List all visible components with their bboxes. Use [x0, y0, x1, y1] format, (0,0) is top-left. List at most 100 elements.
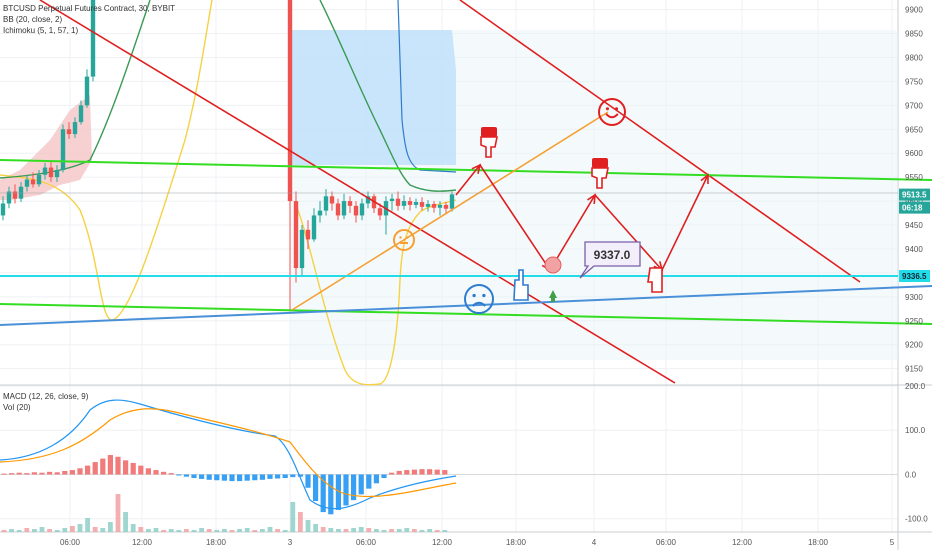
volume-bar	[138, 527, 144, 532]
time-tick-label: 06:00	[356, 538, 377, 547]
price-tick-label: 9650	[905, 125, 923, 134]
last-price-tag-text: 9513.5	[902, 191, 927, 200]
macd-histogram-bar	[396, 470, 402, 475]
level-price-tag-text: 9336.5	[902, 272, 927, 281]
countdown-tag-text: 06:18	[902, 204, 923, 213]
macd-histogram-bar	[419, 469, 425, 475]
volume-bar	[47, 529, 52, 532]
vol-legend[interactable]: Vol (20)	[3, 403, 31, 412]
position-profit-zone	[292, 30, 456, 165]
volume-bar	[396, 529, 402, 532]
candle-body	[84, 76, 90, 106]
macd-histogram-bar	[434, 469, 440, 475]
macd-histogram-bar	[183, 474, 189, 477]
candles	[0, 0, 455, 312]
candle-body	[6, 191, 12, 204]
macd-tick-label: 0.0	[905, 470, 917, 479]
face-eye	[472, 293, 476, 298]
volume-bar	[176, 530, 182, 532]
candle-body	[60, 129, 66, 170]
macd-histogram-bar	[100, 458, 106, 475]
hand-cuff	[481, 127, 497, 137]
callout-box	[579, 241, 641, 279]
macd-histogram-bar	[259, 474, 265, 480]
level-price-tag-bg	[899, 270, 930, 282]
candle-body	[407, 201, 413, 205]
price-tick-label: 9450	[905, 221, 923, 230]
volume-bar	[404, 528, 410, 532]
macd-histogram-bar	[199, 474, 205, 479]
hand-shape	[513, 269, 529, 301]
macd-histogram-bar	[191, 474, 197, 479]
time-tick-label: 06:00	[60, 538, 81, 547]
macd-histogram-bar	[229, 474, 235, 482]
volume-bar	[214, 530, 220, 532]
macd-histogram-bar	[351, 474, 357, 501]
macd-histogram-bar	[343, 474, 349, 506]
macd-histogram-bar	[31, 472, 37, 475]
macd-tick-label: 100.0	[905, 426, 926, 435]
ichimoku-base-line-2	[319, 0, 457, 192]
volume-bar	[358, 527, 364, 532]
macd-histogram-bar	[305, 474, 311, 488]
face-eye	[614, 107, 619, 111]
candle-body	[377, 208, 383, 216]
macd-histogram-bar	[85, 465, 91, 475]
candle-body	[449, 194, 455, 209]
volume-bar	[191, 530, 197, 532]
volume-bar	[77, 524, 83, 532]
volume-bar	[351, 528, 356, 532]
symbol-legend[interactable]: BTCUSD Perpetual Futures Contract, 30, B…	[3, 4, 176, 13]
macd-histogram-bar	[427, 469, 433, 475]
volume-bar	[115, 494, 121, 532]
macd-histogram-bar	[123, 460, 129, 475]
candle-body	[36, 174, 42, 185]
time-tick-label: 06:00	[656, 538, 677, 547]
price-tick-label: 9750	[905, 77, 923, 86]
macd-histogram-bar	[313, 474, 319, 502]
volume-bar	[229, 530, 235, 532]
macd-histogram-bar	[282, 474, 288, 479]
candle-body	[341, 201, 347, 216]
volume-bar	[419, 530, 425, 532]
ichimoku-legend[interactable]: Ichimoku (5, 1, 57, 1)	[3, 26, 79, 35]
volume-bar	[313, 524, 318, 532]
candle-body	[30, 179, 36, 185]
candle-body	[42, 167, 48, 175]
bb-lower-band	[0, 0, 213, 321]
axes: 9900 9850 9800 9750 9700 9650 9600 9550 9500 9450…	[60, 6, 930, 547]
countdown-tag-bg	[899, 201, 930, 214]
volume-bar	[92, 527, 98, 532]
price-tick-label: 9250	[905, 317, 923, 326]
macd-histogram-bar	[411, 469, 417, 475]
macd-histogram-bar	[221, 474, 227, 481]
candle-body	[305, 229, 311, 240]
macd-histogram-bar	[328, 474, 334, 515]
volume-bar	[168, 529, 174, 532]
volume-bar	[153, 528, 159, 532]
neutral-face-icon	[393, 229, 415, 251]
red-trendline-lower	[39, 0, 676, 384]
macd-signal-line	[0, 408, 457, 498]
macd-histogram-bar	[237, 474, 243, 482]
macd-histogram-bar	[320, 474, 326, 513]
macd-histogram-bar	[153, 470, 159, 475]
macd-histogram-bar	[62, 470, 68, 475]
candle-body	[365, 196, 371, 204]
time-tick-label: 5	[890, 538, 895, 547]
volume-bar	[328, 528, 334, 532]
price-tick-label: 9550	[905, 173, 923, 182]
hand-pointing-down-icon	[647, 267, 663, 293]
last-price-tag-bg	[899, 188, 930, 201]
macd-legend[interactable]: MACD (12, 26, close, 9)	[3, 392, 89, 401]
macd-histogram-bar	[176, 474, 182, 476]
time-tick-label: 18:00	[206, 538, 227, 547]
macd-histogram-bar	[214, 474, 220, 481]
candle-body	[329, 196, 335, 204]
hand-shape	[647, 267, 663, 293]
macd-histogram-bar	[161, 471, 167, 475]
candle-body	[323, 196, 329, 211]
macd-histogram-bar	[290, 474, 296, 478]
bb-legend[interactable]: BB (20, close, 2)	[3, 15, 63, 24]
